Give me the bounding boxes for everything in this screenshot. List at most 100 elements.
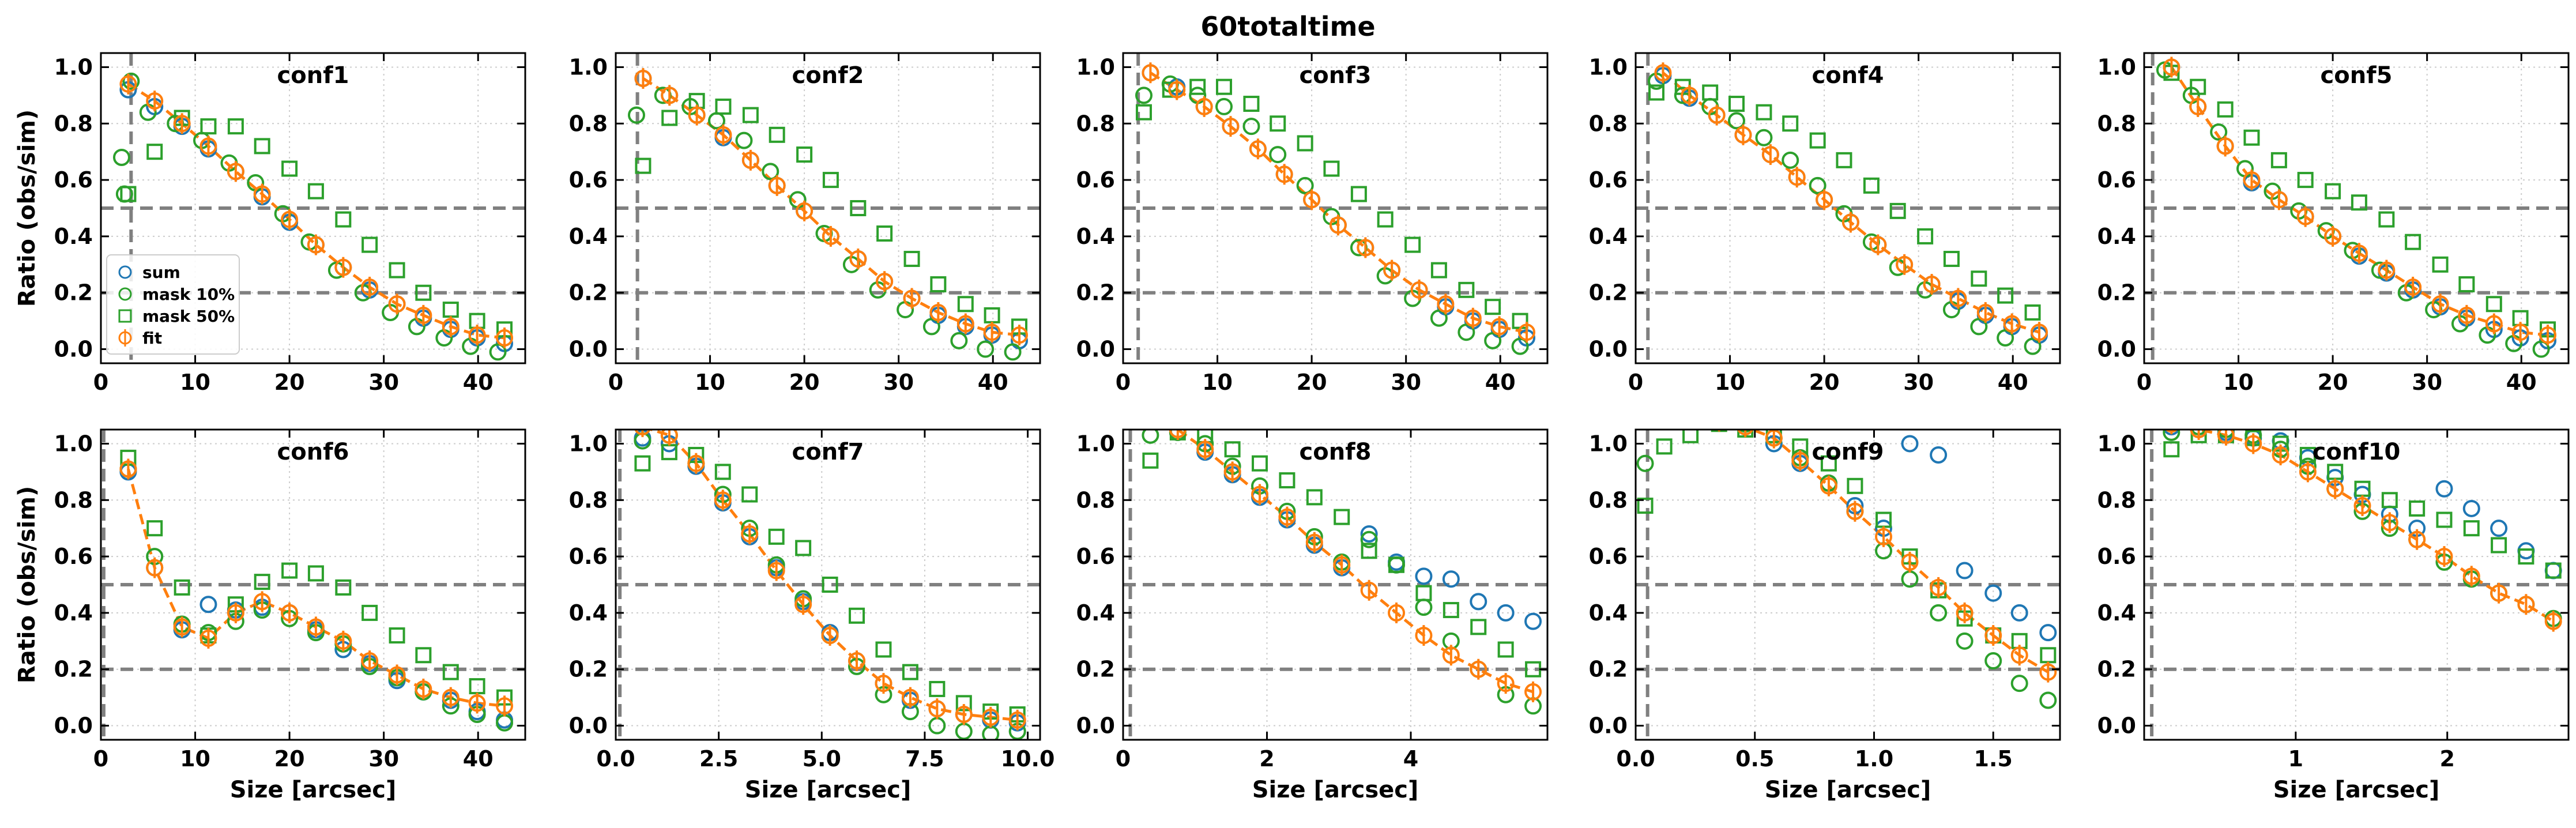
point-sum <box>1930 446 1948 464</box>
point-fit <box>1195 96 1213 117</box>
fit-marker <box>2404 278 2422 296</box>
point-mask-10- <box>977 340 995 358</box>
y-tick-label: 1.0 <box>1076 54 1115 80</box>
point-mask-10- <box>1511 337 1529 355</box>
point-sum <box>2010 604 2028 622</box>
point-mask-50- <box>2325 183 2341 200</box>
fit-marker <box>849 250 867 268</box>
point-mask-50- <box>634 455 651 472</box>
fit-marker <box>660 430 678 444</box>
point-mask-50- <box>1306 489 1323 506</box>
point-mask-10- <box>1712 408 1727 423</box>
point-mask-50- <box>2485 296 2502 313</box>
y-tick-label: 0.0 <box>1589 337 1628 362</box>
point-mask-50- <box>1943 251 1960 268</box>
point-mask-50- <box>1728 96 1745 112</box>
point-mask-50- <box>1388 556 1405 573</box>
fit-marker <box>2216 137 2234 155</box>
x-tick-label: 2 <box>1259 746 1274 771</box>
fit-marker <box>415 306 432 324</box>
fit-marker <box>1708 106 1726 124</box>
point-mask-10- <box>1142 430 1159 444</box>
point-mask-50- <box>635 157 651 174</box>
plot-area <box>1636 402 2060 740</box>
point-sum <box>1712 413 1727 428</box>
y-tick-label: 0.4 <box>1076 224 1115 249</box>
point-mask-50- <box>1485 299 1501 315</box>
point-mask-50- <box>2432 256 2449 273</box>
y-tick-label: 0.2 <box>54 657 93 682</box>
point-fit <box>2408 529 2426 550</box>
fit-marker <box>253 593 271 611</box>
panel-conf10: 1 2 0.0 0.2 0.4 0.6 0.8 1.0 conf10 Size [arcsec] <box>2097 428 2570 803</box>
point-mask-10- <box>922 318 940 336</box>
fit-marker <box>1788 168 1806 186</box>
point-mask-10- <box>1997 329 2014 347</box>
panel-conf5: 0 10 20 30 40 0.0 0.2 0.4 0.6 0.8 1.0 conf5 <box>2097 52 2570 395</box>
point-fit <box>2326 478 2344 499</box>
point-mask-50- <box>1361 543 1377 559</box>
fit-marker <box>875 675 892 692</box>
fit-marker <box>173 115 191 133</box>
x-axis-label: Size [arcsec] <box>745 777 912 803</box>
fit-marker <box>199 629 217 647</box>
point-fit <box>442 687 460 708</box>
panel-conf2: 0 10 20 30 40 0.0 0.2 0.4 0.6 0.8 1.0 conf2 <box>569 52 1041 395</box>
panel-title: conf6 <box>277 439 349 465</box>
point-mask-50- <box>2405 234 2421 250</box>
y-tick-label: 1.0 <box>54 54 93 80</box>
point-mask-50- <box>1971 270 1987 287</box>
fit-marker <box>1333 556 1351 574</box>
fit-marker <box>2539 326 2557 344</box>
point-fit <box>2296 206 2314 227</box>
point-fit <box>388 664 406 686</box>
point-mask-10- <box>2024 337 2042 355</box>
fit-marker <box>2544 612 2562 630</box>
point-mask-50- <box>2024 304 2041 321</box>
point-sum <box>2490 520 2508 537</box>
point-sum <box>2462 499 2480 517</box>
point-fit <box>1329 214 1347 236</box>
fit-marker <box>2243 171 2261 189</box>
point-fit <box>1249 138 1267 160</box>
point-mask-50- <box>957 296 974 313</box>
fit-marker <box>146 559 164 577</box>
fit-marker <box>1464 309 1482 327</box>
fit-marker <box>1278 508 1296 526</box>
fit-marker <box>2189 97 2207 115</box>
point-sum <box>1657 402 1672 417</box>
fit-marker <box>1142 64 1159 82</box>
fit-marker <box>1901 553 1919 571</box>
fit-marker <box>2031 323 2048 341</box>
y-tick-label: 1.0 <box>1076 431 1115 456</box>
point-mask-10- <box>2532 340 2550 358</box>
fit-marker <box>796 202 814 220</box>
point-fit <box>661 85 679 106</box>
y-tick-label: 0.0 <box>54 337 93 362</box>
y-axis-label: Ratio (obs/sim) <box>14 110 40 307</box>
fit-marker <box>768 176 786 194</box>
point-fit <box>119 458 137 480</box>
y-tick-label: 0.2 <box>2097 280 2136 306</box>
fit-marker <box>1869 236 1887 254</box>
fit-marker <box>2353 497 2371 515</box>
point-mask-50- <box>902 664 918 680</box>
fit-marker <box>281 604 299 622</box>
fit-marker <box>1820 477 1837 495</box>
point-mask-50- <box>1656 438 1673 455</box>
point-fit <box>634 430 651 438</box>
point-mask-50- <box>1350 186 1367 202</box>
plot-area <box>616 430 1040 740</box>
fit-marker <box>1437 295 1455 313</box>
y-tick-label: 0.8 <box>569 111 608 136</box>
y-tick-label: 0.6 <box>569 544 608 569</box>
fit-marker <box>1357 239 1374 257</box>
fit-marker <box>634 430 651 436</box>
x-tick-label: 0 <box>1116 746 1131 771</box>
x-tick-label: 20 <box>1809 370 1840 395</box>
point-mask-50- <box>120 186 137 202</box>
point-mask-10- <box>1956 632 1974 650</box>
y-tick-label: 0.8 <box>1589 111 1628 136</box>
point-fit <box>1196 439 1214 460</box>
point-mask-10- <box>489 343 507 361</box>
